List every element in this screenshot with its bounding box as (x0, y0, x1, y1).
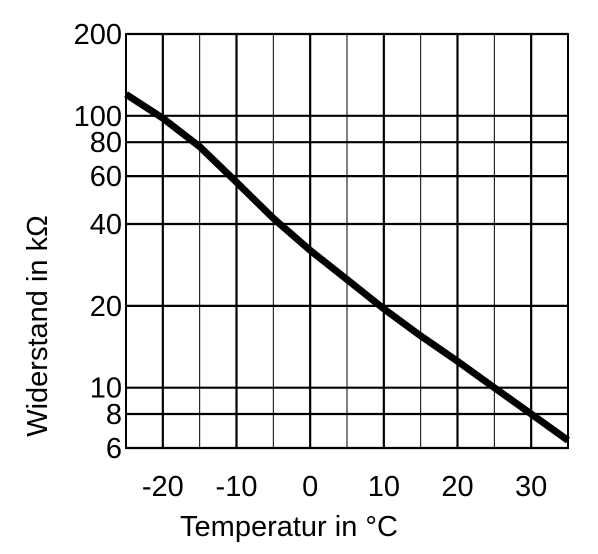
y-tick-label: 80 (90, 127, 122, 159)
curve-layer (124, 91, 571, 444)
x-tick-label: -10 (216, 471, 258, 503)
y-tick-label: 20 (90, 291, 122, 323)
x-tick-label: 30 (515, 471, 547, 503)
y-tick-label: 100 (74, 101, 122, 133)
y-tick-label: 40 (90, 209, 122, 241)
y-axis-label: Widerstand in kΩ (22, 215, 54, 437)
y-tick-label: 200 (74, 19, 122, 51)
x-axis-label: Temperatur in °C (180, 511, 398, 543)
x-tick-label: 10 (368, 471, 400, 503)
plot-frame (125, 33, 569, 449)
y-tick-label: 6 (106, 433, 122, 465)
y-tick-label: 60 (90, 161, 122, 193)
grid (126, 32, 568, 450)
y-tick-label: 10 (90, 373, 122, 405)
y-tick-label: 8 (106, 399, 122, 431)
x-tick-label: 20 (441, 471, 473, 503)
x-tick-labels: -20 -10 0 10 20 30 (142, 471, 547, 503)
x-tick-label: 0 (302, 471, 318, 503)
x-tick-label: -20 (142, 471, 184, 503)
resistance-curve (124, 91, 571, 444)
